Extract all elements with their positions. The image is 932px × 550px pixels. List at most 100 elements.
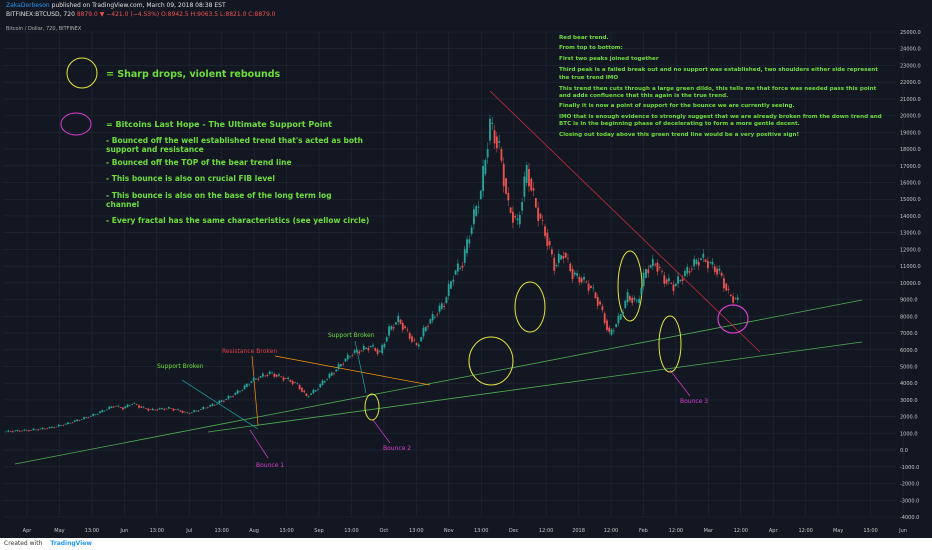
x-tick-label: 12:00 xyxy=(798,528,812,534)
candle-body xyxy=(493,130,496,144)
candle-body xyxy=(498,141,501,143)
candle-body xyxy=(188,413,191,414)
candle-body xyxy=(64,423,67,425)
candle-body xyxy=(140,406,143,408)
x-tick-label: Oct xyxy=(380,528,389,534)
x-tick-label: 13:00 xyxy=(85,528,99,534)
candle-body xyxy=(502,163,505,187)
bullet-point: - This bounce is also on the base of the… xyxy=(106,191,332,200)
y-tick-label: 15000.0 xyxy=(900,197,921,203)
candle-body xyxy=(218,400,221,404)
candle-body xyxy=(732,296,735,303)
candle-body xyxy=(149,409,152,410)
candle-body xyxy=(521,202,523,211)
candle-body xyxy=(225,398,228,400)
note-line: This trend then cuts through a large gre… xyxy=(559,86,877,92)
candle-body xyxy=(280,376,283,378)
resistance-broken-label: Resistance Broken xyxy=(222,348,277,355)
candle-body xyxy=(213,404,216,406)
candle-body xyxy=(702,253,705,258)
chart-area[interactable] xyxy=(0,0,932,538)
candle-body xyxy=(179,410,182,412)
y-tick-label: 8000.0 xyxy=(900,314,918,320)
x-tick-label: 13:00 xyxy=(344,528,358,534)
legend-magenta-text: = Bitcoins Last Hope - The Ultimate Supp… xyxy=(106,120,332,129)
candle-body xyxy=(670,282,673,284)
candle-body xyxy=(328,373,331,378)
symbol-info[interactable]: BITFINEX:BTCUSD, 720 xyxy=(6,11,75,18)
y-tick-label: 16000.0 xyxy=(900,181,921,187)
candle-body xyxy=(406,329,409,331)
candle-body xyxy=(523,176,526,197)
candle-body xyxy=(250,381,253,383)
candle-body xyxy=(177,409,179,410)
candle-body xyxy=(720,272,723,276)
y-tick-label: 9000.0 xyxy=(900,298,918,304)
candle-body xyxy=(262,373,264,377)
y-tick-label: 10000.0 xyxy=(900,281,921,287)
candle-body xyxy=(385,337,388,342)
y-tick-label: 18000.0 xyxy=(900,147,921,153)
x-tick-label: Apr xyxy=(769,528,779,534)
candle-body xyxy=(356,349,358,353)
candle-body xyxy=(200,409,202,410)
candle-body xyxy=(44,428,46,430)
note-line: Finally it is now a point of support for… xyxy=(559,103,795,109)
candle-body xyxy=(133,403,136,404)
bounce-2-pointer xyxy=(372,419,391,444)
candle-body xyxy=(622,312,624,314)
y-tick-label: 21000.0 xyxy=(900,97,921,103)
candle-body xyxy=(395,322,397,325)
bullet-point: - This bounce is also on crucial FIB lev… xyxy=(106,174,275,183)
candle-body xyxy=(709,262,712,263)
candle-body xyxy=(560,255,562,260)
bounce-3-label: Bounce 3 xyxy=(680,398,708,405)
candle-body xyxy=(518,214,521,225)
candle-body xyxy=(727,289,730,290)
candle-body xyxy=(181,411,184,413)
yellow-circle-dec xyxy=(514,281,546,333)
candle-body xyxy=(411,336,413,342)
candle-body xyxy=(642,272,645,287)
chart-svg[interactable]: Bitcoin / Dollar, 720, BITFINEX 25000.0 2… xyxy=(0,0,932,538)
candle-body xyxy=(103,410,106,412)
candle-body xyxy=(25,429,28,431)
candle-body xyxy=(360,350,363,352)
candle-body xyxy=(243,385,246,390)
candle-body xyxy=(596,297,599,306)
candle-body xyxy=(11,431,14,433)
yellow-circle-jan xyxy=(617,250,643,322)
footer: Created with TradingView xyxy=(0,538,932,550)
candle-body xyxy=(640,287,643,295)
candle-body xyxy=(174,409,177,410)
author-name[interactable]: ZakaDerbeson xyxy=(6,2,50,9)
candle-body xyxy=(447,283,450,296)
x-tick-label: 13:00 xyxy=(474,528,488,534)
support-broken-1-pointer xyxy=(181,379,259,430)
candle-body xyxy=(583,277,585,280)
tradingview-logo-link[interactable]: TradingView xyxy=(50,540,92,547)
candle-body xyxy=(573,272,576,275)
candle-body xyxy=(438,305,441,312)
candle-body xyxy=(37,429,40,431)
candle-body xyxy=(567,258,569,259)
bullet-point: support and resistance xyxy=(106,145,204,154)
candle-body xyxy=(142,406,145,408)
x-tick-label: 12:00 xyxy=(669,528,683,534)
candle-body xyxy=(117,405,120,407)
candle-body xyxy=(576,273,579,276)
candle-body xyxy=(259,376,262,378)
candle-body xyxy=(713,266,716,272)
candle-body xyxy=(273,374,276,377)
resistance-broken-pointer-2 xyxy=(274,355,431,386)
candle-body xyxy=(353,350,356,354)
candle-body xyxy=(69,423,72,424)
candle-body xyxy=(296,383,299,384)
candle-body xyxy=(319,384,322,388)
candle-body xyxy=(78,420,81,421)
candle-body xyxy=(369,346,372,348)
candle-body xyxy=(424,326,427,332)
candle-body xyxy=(633,297,636,300)
candle-body xyxy=(115,405,117,407)
candle-body xyxy=(234,392,237,395)
